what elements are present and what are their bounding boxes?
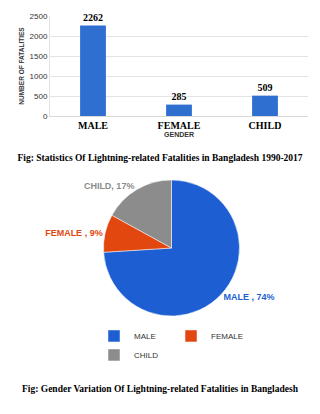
- svg-text:MALE: MALE: [134, 332, 156, 341]
- svg-text:CHILD, 17%: CHILD, 17%: [84, 181, 135, 191]
- svg-text:285: 285: [172, 91, 187, 102]
- html-text:Fig: Statistics Of Lightning-r: Fig: Statistics Of Lightning-related Fat…: [17, 153, 303, 163]
- svg-text:CHILD: CHILD: [134, 351, 158, 360]
- svg-text:2500: 2500: [30, 12, 48, 21]
- html-text:Fig: Gender Variation Of Light: Fig: Gender Variation Of Lightning-relat…: [22, 384, 298, 394]
- svg-text:MALE , 74%: MALE , 74%: [224, 292, 275, 302]
- svg-text:FEMALE , 9%: FEMALE , 9%: [45, 228, 103, 238]
- svg-text:2000: 2000: [30, 32, 48, 41]
- svg-text:MALE: MALE: [78, 120, 108, 131]
- svg-text:FEMALE: FEMALE: [158, 120, 201, 131]
- svg-text:1500: 1500: [30, 52, 48, 61]
- svg-text:FEMALE: FEMALE: [211, 332, 243, 341]
- svg-text:500: 500: [34, 92, 48, 101]
- svg-text:GENDER: GENDER: [164, 131, 194, 138]
- svg-text:1000: 1000: [30, 72, 48, 81]
- svg-text:509: 509: [258, 82, 273, 93]
- svg-text:NUMBER OF FATALITIES: NUMBER OF FATALITIES: [18, 27, 25, 105]
- svg-text:0: 0: [43, 112, 48, 121]
- svg-text:CHILD: CHILD: [249, 120, 282, 131]
- svg-text:2262: 2262: [83, 12, 103, 23]
